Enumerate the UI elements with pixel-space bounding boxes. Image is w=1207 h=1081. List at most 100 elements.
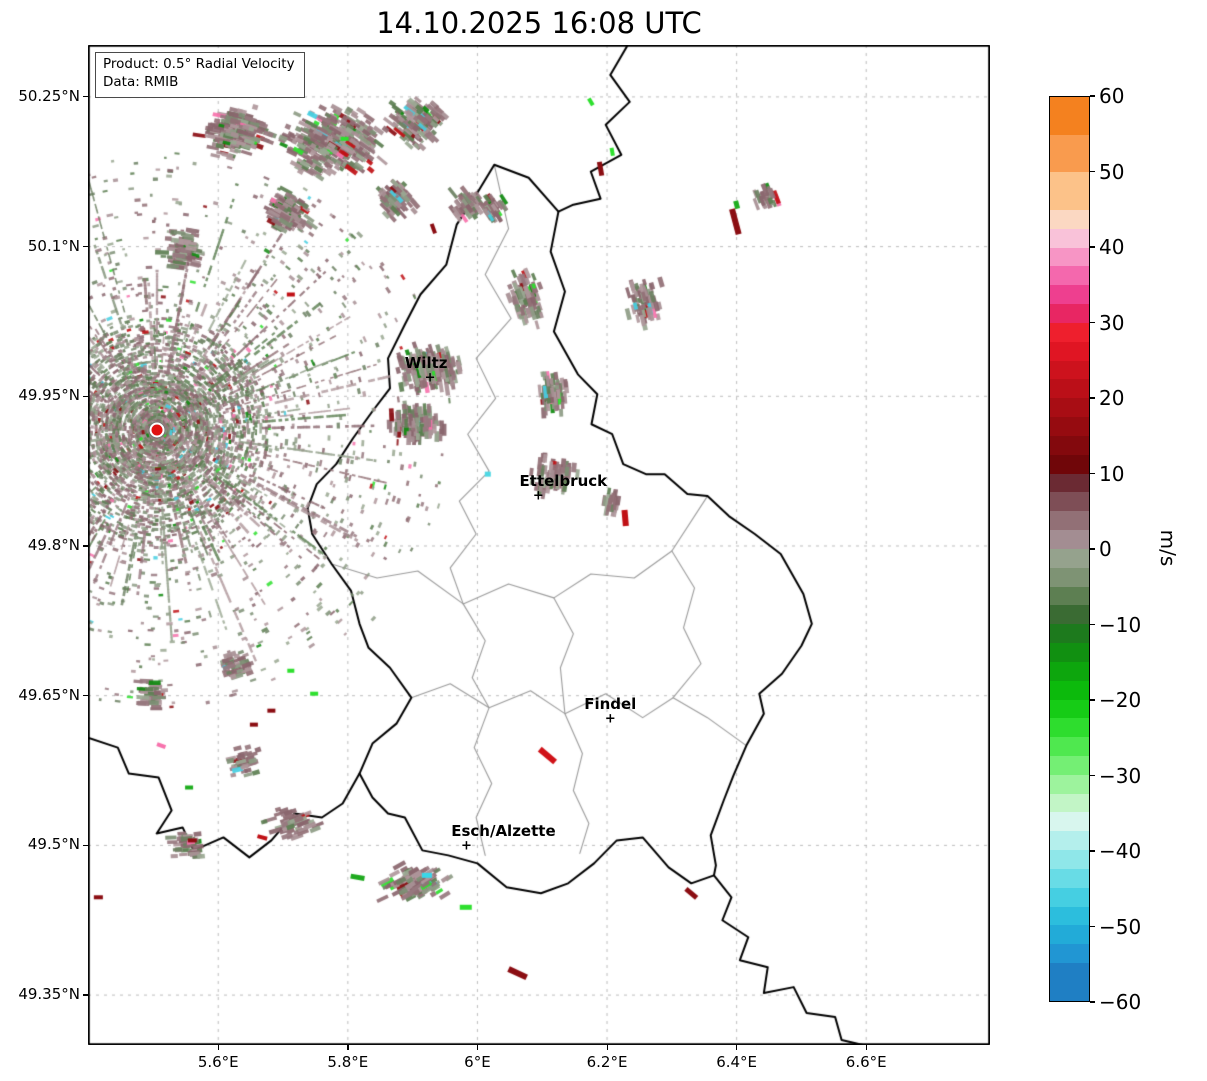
plot-title: 14.10.2025 16:08 UTC [376,6,702,40]
colorbar-segment [1050,266,1089,286]
plot-area: Product: 0.5° Radial Velocity Data: RMIB [88,45,990,1045]
colorbar-segment [1050,567,1089,587]
x-tick-label: 5.8°E [327,1053,369,1071]
y-axis-tick [83,994,88,996]
colorbar-tick [1090,472,1095,475]
city-label: Wiltz [404,354,448,373]
colorbar-segment [1050,887,1089,907]
colorbar-segment [1050,454,1089,474]
colorbar-segment [1050,398,1089,418]
colorbar-tick-label: −30 [1099,763,1142,788]
colorbar-segment [1050,548,1089,568]
y-axis-tick [83,695,88,697]
colorbar-tick-label: 0 [1099,537,1112,561]
colorbar-tick-label: 10 [1099,461,1125,486]
colorbar-segment [1050,643,1089,662]
colorbar-tick [1090,699,1095,701]
y-axis-tick [83,844,88,846]
colorbar-segment [1050,473,1089,493]
colorbar-tick [1090,397,1095,399]
x-tick-label: 6.4°E [716,1053,758,1071]
x-axis-tick [606,1045,608,1050]
colorbar-segment [1050,435,1089,455]
colorbar-tick [1090,1001,1095,1003]
colorbar-segment [1050,341,1089,361]
colorbar-tick [1090,548,1095,550]
colorbar-segment [1050,530,1089,549]
colorbar-segment [1050,209,1089,229]
y-tick-label: 50.1°N [27,236,80,255]
y-tick-label: 49.65°N [18,685,80,704]
colorbar-tick [1090,170,1095,173]
colorbar-segment [1050,228,1089,248]
x-tick-label: 6.6°E [845,1053,887,1071]
x-tick-label: 6°E [464,1053,491,1071]
colorbar-segment [1050,774,1089,794]
colorbar-segment [1050,680,1089,700]
colorbar-segment [1050,868,1089,888]
colorbar-segment [1050,322,1089,342]
x-axis-tick [476,1045,479,1050]
colorbar-tick [1090,850,1095,852]
colorbar-tick-label: 50 [1099,159,1125,184]
y-tick-label: 49.8°N [27,535,80,554]
colorbar-segment [1050,925,1089,945]
colorbar-tick-label: 60 [1099,84,1125,108]
colorbar-segment [1050,624,1089,644]
colorbar-tick [1090,246,1095,248]
y-axis-tick [83,545,88,547]
product-info-box: Product: 0.5° Radial Velocity Data: RMIB [95,52,305,98]
colorbar-segment [1050,379,1089,399]
colorbar-segment [1050,718,1089,738]
colorbar-tick [1090,774,1095,777]
colorbar-segment [1050,586,1089,606]
colorbar-segment [1050,97,1089,135]
colorbar-tick-label: −20 [1099,688,1142,712]
colorbar-segment [1050,944,1089,964]
colorbar-unit-label: m/s [1156,529,1180,567]
y-tick-label: 49.5°N [27,835,80,854]
radar-site-marker [149,422,165,438]
colorbar-tick [1090,95,1095,97]
colorbar-segment [1050,360,1089,380]
x-tick-label: 6.2°E [586,1053,628,1071]
colorbar-segment [1050,285,1089,305]
colorbar-tick-label: −10 [1099,612,1142,637]
y-axis-tick [83,245,88,248]
colorbar-tick [1090,321,1095,324]
colorbar-segment [1050,812,1089,832]
x-axis-tick [865,1045,867,1050]
colorbar-segment [1050,793,1089,813]
city-label: Esch/Alzette [451,822,556,841]
colorbar-segment [1050,737,1089,756]
x-tick-label: 5.6°E [197,1053,239,1071]
colorbar-tick [1090,925,1095,928]
colorbar-segment [1050,417,1089,436]
colorbar-segment [1050,492,1089,512]
city-marker: + [604,711,616,727]
colorbar-tick-label: 40 [1099,235,1125,259]
x-axis-tick [347,1045,349,1050]
colorbar-segment [1050,511,1089,531]
y-tick-label: 49.35°N [18,985,80,1004]
colorbar-tick-label: −40 [1099,839,1142,863]
colorbar-tick-label: −50 [1099,914,1142,939]
y-axis-tick [83,96,88,98]
colorbar-segment [1050,661,1089,681]
colorbar-tick-label: −60 [1099,990,1142,1014]
colorbar-segment [1050,850,1089,869]
y-tick-label: 49.95°N [18,386,80,405]
city-label: Findel [584,694,637,713]
colorbar-segment [1050,755,1089,775]
colorbar-tick-label: 20 [1099,386,1125,410]
x-axis-tick [217,1045,219,1050]
city-marker: + [460,838,472,854]
data-source-label: Data: RMIB [103,73,179,90]
colorbar-segment [1050,963,1089,1001]
radar-map-canvas [88,45,990,1045]
colorbar [1049,96,1090,1002]
colorbar-segment [1050,304,1089,323]
y-axis-tick [83,395,88,397]
colorbar-segment [1050,699,1089,719]
